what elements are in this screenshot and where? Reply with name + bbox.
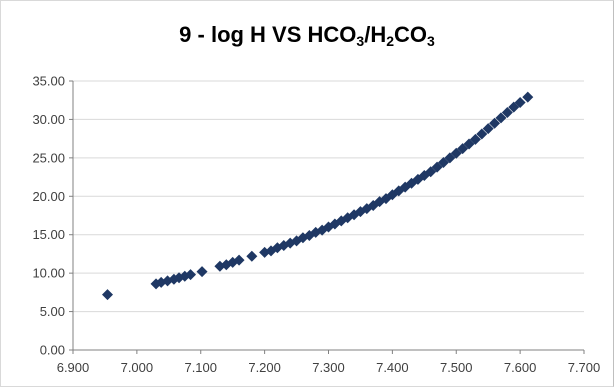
- title-mid-2: CO: [394, 22, 428, 47]
- y-tick-label-6: 30.00: [32, 112, 65, 127]
- y-tick-label-5: 25.00: [32, 150, 65, 165]
- axes: [69, 80, 585, 354]
- data-point: [514, 97, 526, 109]
- data-point: [489, 117, 501, 129]
- y-tick-label-3: 15.00: [32, 227, 65, 242]
- x-tick-label-2: 7.100: [184, 360, 217, 375]
- data-point: [196, 266, 208, 278]
- data-point: [246, 250, 258, 262]
- data-points: [101, 91, 534, 301]
- x-tick-label-4: 7.300: [312, 360, 345, 375]
- data-point: [495, 112, 507, 124]
- data-point: [185, 269, 197, 281]
- x-tick-labels: 6.900 7.000 7.100 7.200 7.300 7.400 7.500 7.600…: [57, 360, 601, 375]
- y-tick-label-4: 20.00: [32, 189, 65, 204]
- x-tick-label-8: 7.700: [568, 360, 601, 375]
- x-tick-label-6: 7.500: [440, 360, 473, 375]
- y-tick-label-7: 35.00: [32, 74, 65, 89]
- data-point: [482, 123, 494, 135]
- x-tick-label-5: 7.400: [376, 360, 409, 375]
- y-tick-label-2: 10.00: [32, 266, 65, 281]
- y-tick-label-0: 0.00: [40, 343, 65, 358]
- x-tick-label-7: 7.600: [504, 360, 537, 375]
- data-point: [101, 289, 113, 301]
- data-point: [501, 107, 513, 119]
- gridlines: [73, 80, 584, 313]
- x-tick-label-3: 7.200: [248, 360, 281, 375]
- chart-title: 9 - log H VS HCO3/H2CO3: [0, 22, 614, 49]
- x-tick-label-0: 6.900: [57, 360, 90, 375]
- title-prefix: 9 - log H VS HCO: [179, 22, 357, 47]
- title-sub-1: 3: [356, 33, 365, 49]
- data-point: [469, 133, 481, 145]
- x-tick-label-1: 7.000: [121, 360, 154, 375]
- y-tick-label-1: 5.00: [40, 304, 65, 319]
- data-point: [476, 128, 488, 140]
- title-sub-3: 3: [427, 33, 435, 49]
- title-mid: /H: [364, 22, 387, 47]
- data-point: [522, 91, 534, 103]
- y-tick-labels: 0.00 5.00 10.00 15.00 20.00 25.00 30.00 35.00: [32, 74, 65, 358]
- data-point: [233, 254, 245, 266]
- title-sub-2: 2: [386, 33, 395, 49]
